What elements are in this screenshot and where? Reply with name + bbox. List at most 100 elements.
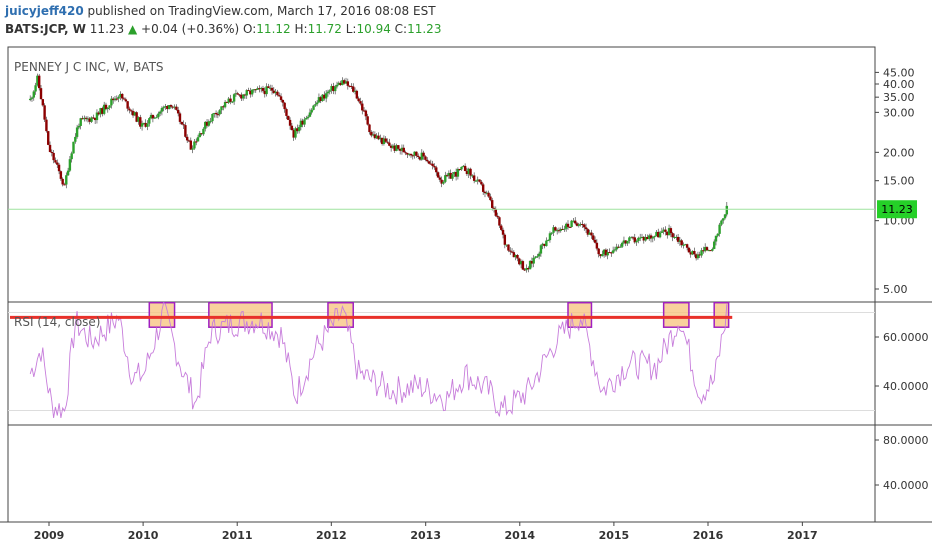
candle-body xyxy=(352,86,355,92)
candle-body xyxy=(395,145,398,151)
candle xyxy=(532,255,535,268)
candle-body xyxy=(648,235,651,240)
candle xyxy=(689,249,692,258)
candle xyxy=(583,223,586,231)
candle-body xyxy=(413,151,416,156)
candle-body xyxy=(218,110,221,115)
candle-body xyxy=(169,105,173,107)
candle-body xyxy=(43,105,46,120)
candle xyxy=(79,117,82,130)
candle xyxy=(270,84,274,95)
candle-body xyxy=(597,248,600,255)
candle xyxy=(666,231,669,239)
candle-body xyxy=(673,236,676,238)
candle-body xyxy=(164,105,167,108)
candle xyxy=(256,86,259,90)
candle-body xyxy=(389,145,393,148)
candle-body xyxy=(84,117,88,119)
candle xyxy=(561,225,564,231)
candle-body xyxy=(651,237,655,239)
candle xyxy=(299,118,303,131)
candle-body xyxy=(615,246,618,250)
candle xyxy=(429,159,433,165)
candle-body xyxy=(453,172,456,175)
candle-body xyxy=(359,101,362,104)
candle xyxy=(436,171,440,178)
candle xyxy=(243,93,247,99)
candle xyxy=(151,114,155,123)
candle xyxy=(373,131,377,140)
candle-body xyxy=(532,257,535,264)
candle xyxy=(604,248,608,257)
candle xyxy=(714,235,718,246)
candle-body xyxy=(472,175,476,181)
candle xyxy=(106,107,109,113)
rsi-box-rect xyxy=(662,301,690,328)
candle-body xyxy=(341,80,344,86)
candle xyxy=(716,233,719,238)
candle-body xyxy=(689,252,692,255)
candle xyxy=(317,93,321,103)
candle-body xyxy=(128,108,131,111)
candle xyxy=(319,95,322,104)
candle xyxy=(534,256,537,259)
candle xyxy=(323,91,326,101)
candle xyxy=(41,98,45,107)
candle xyxy=(350,83,353,90)
rsi-highlight-box xyxy=(662,301,690,328)
candle-body xyxy=(575,223,579,226)
candle-body xyxy=(485,192,488,194)
candle xyxy=(451,172,454,181)
candle-body xyxy=(195,141,198,143)
candle xyxy=(102,101,106,116)
candle-body xyxy=(243,94,247,96)
candle xyxy=(545,237,548,247)
candle xyxy=(700,247,703,258)
candle xyxy=(507,244,510,253)
candle xyxy=(162,105,165,112)
candle xyxy=(528,259,532,270)
candle-body xyxy=(366,116,369,125)
time-tick-label: 2016 xyxy=(693,529,724,542)
candle-body xyxy=(514,254,517,258)
publisher-username[interactable]: juicyjeff420 xyxy=(5,4,84,18)
candle-body xyxy=(564,223,568,229)
candle xyxy=(512,250,516,258)
candle-body xyxy=(590,232,593,236)
candle xyxy=(514,254,517,261)
candle xyxy=(559,227,562,233)
candle xyxy=(574,217,577,225)
candle-body xyxy=(333,86,337,92)
candle-body xyxy=(431,163,434,167)
candle-body xyxy=(175,106,178,110)
candle-body xyxy=(509,250,512,252)
candle xyxy=(214,110,218,118)
candle-body xyxy=(593,239,597,243)
candle xyxy=(155,114,158,119)
candle xyxy=(240,92,243,102)
candle-body xyxy=(669,228,673,234)
candle xyxy=(718,222,721,237)
candle xyxy=(500,224,503,232)
rsi-tick-label: 40.0000 xyxy=(883,380,929,393)
candle-body xyxy=(274,91,277,94)
candle-body xyxy=(577,224,581,226)
candle xyxy=(324,90,328,103)
candle-body xyxy=(539,245,543,254)
candle-body xyxy=(637,237,640,241)
candle xyxy=(184,122,187,139)
candle-body xyxy=(380,137,384,144)
candle xyxy=(113,96,117,102)
candle-body xyxy=(694,254,698,259)
candle xyxy=(516,253,519,262)
candle-body xyxy=(314,104,317,106)
candle xyxy=(572,218,575,223)
candle xyxy=(366,113,369,126)
candle-body xyxy=(180,121,183,125)
candle-body xyxy=(610,252,613,254)
candle-body xyxy=(166,105,169,110)
candle xyxy=(602,248,606,258)
candle-body xyxy=(70,153,73,160)
candle xyxy=(249,87,252,98)
